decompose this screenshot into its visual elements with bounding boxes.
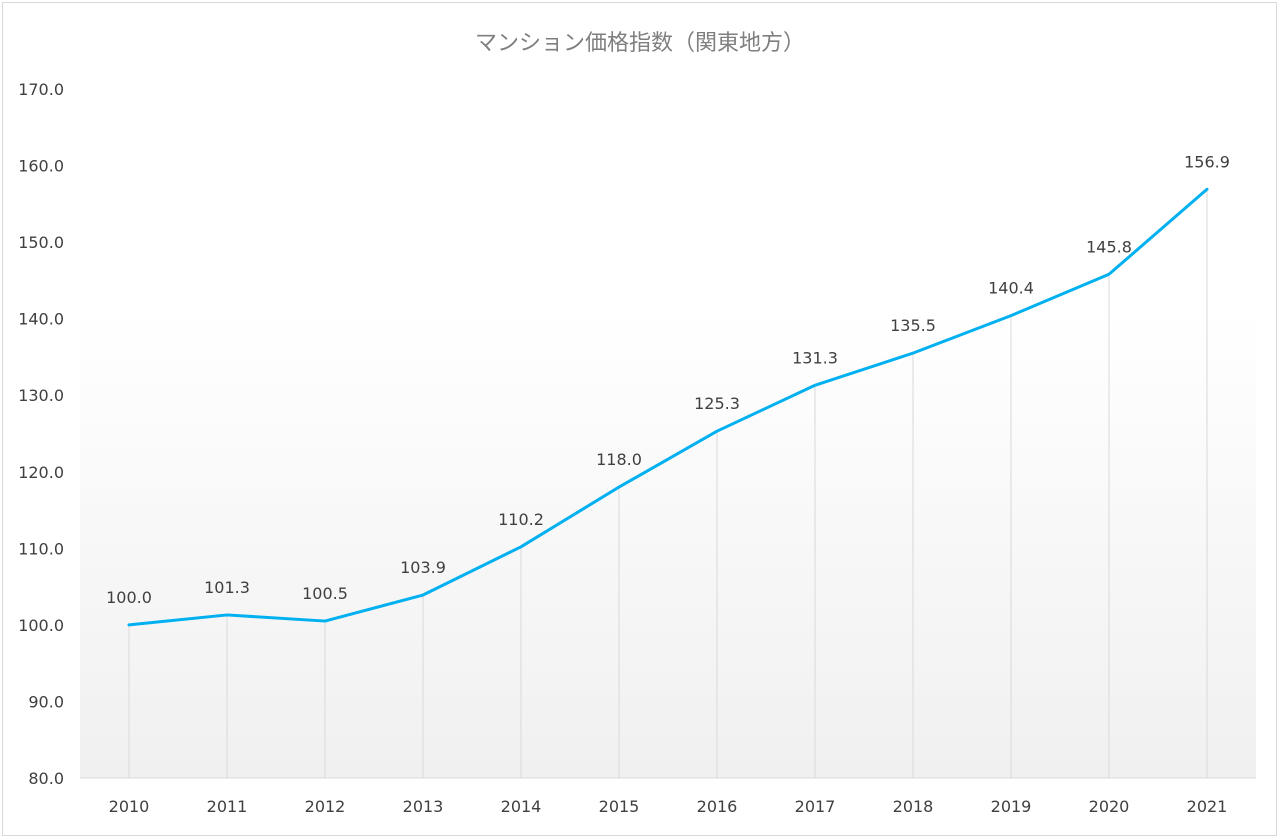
y-tick-label: 110.0: [18, 539, 64, 558]
drop-lines: [128, 189, 1208, 778]
y-tick-label: 90.0: [28, 692, 64, 711]
y-axis: 80.0 90.0 100.0 110.0 120.0 130.0 140.0 150.0 16…: [18, 80, 64, 788]
x-tick-label: 2017: [795, 797, 836, 816]
x-tick-label: 2021: [1187, 797, 1228, 816]
data-label: 101.3: [204, 578, 250, 597]
y-tick-label: 170.0: [18, 80, 64, 99]
x-tick-label: 2016: [697, 797, 738, 816]
series-line: [127, 187, 1209, 627]
y-tick-label: 80.0: [28, 769, 64, 788]
chart-title: マンション価格指数（関東地方）: [475, 31, 805, 56]
y-tick-label: 150.0: [18, 233, 64, 252]
y-tick-label: 120.0: [18, 463, 64, 482]
data-label: 140.4: [988, 279, 1034, 298]
data-labels: 100.0 101.3 100.5 103.9 110.2 118.0 125.3 131.3…: [106, 152, 1230, 607]
y-tick-label: 140.0: [18, 310, 64, 329]
x-axis: 2010 2011 2012 2013 2014 2015 2016 2017 2018 2019…: [109, 797, 1228, 816]
x-tick-label: 2015: [599, 797, 640, 816]
x-tick-label: 2012: [305, 797, 346, 816]
data-label: 145.8: [1086, 237, 1132, 256]
x-tick-label: 2018: [893, 797, 934, 816]
x-tick-label: 2020: [1089, 797, 1130, 816]
plot-area-background: [80, 308, 1256, 778]
x-tick-label: 2010: [109, 797, 150, 816]
data-label: 110.2: [498, 510, 544, 529]
y-tick-label: 160.0: [18, 157, 64, 176]
x-tick-label: 2011: [207, 797, 248, 816]
data-label: 125.3: [694, 394, 740, 413]
x-tick-label: 2013: [403, 797, 444, 816]
data-label: 118.0: [596, 450, 642, 469]
data-label: 135.5: [890, 316, 936, 335]
x-tick-label: 2014: [501, 797, 542, 816]
data-label: 103.9: [400, 558, 446, 577]
data-label: 131.3: [792, 348, 838, 367]
data-label: 100.5: [302, 584, 348, 603]
y-tick-label: 100.0: [18, 616, 64, 635]
data-label: 156.9: [1184, 152, 1230, 171]
x-tick-label: 2019: [991, 797, 1032, 816]
y-tick-label: 130.0: [18, 386, 64, 405]
data-label: 100.0: [106, 588, 152, 607]
